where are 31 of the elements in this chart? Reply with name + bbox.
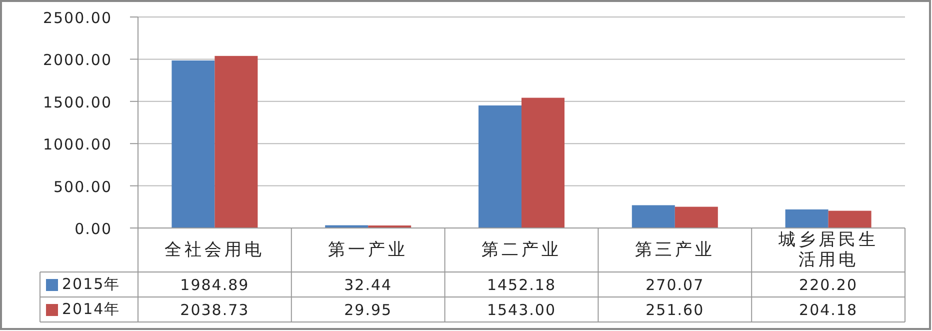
data-label: 251.60 <box>644 300 706 320</box>
y-tick-label: 0.00 <box>74 220 112 238</box>
y-tick-label: 2500.00 <box>42 9 112 27</box>
y-tick-label: 1000.00 <box>42 136 112 154</box>
bar <box>785 209 828 228</box>
bar <box>478 105 522 228</box>
legend-label: 2014年 <box>62 300 120 319</box>
x-tick-label: 第二产业 <box>481 240 562 260</box>
y-tick-label: 1500.00 <box>42 93 112 112</box>
bar <box>172 60 215 228</box>
data-label: 32.44 <box>343 274 394 296</box>
data-label: 1452.18 <box>486 274 557 296</box>
x-tick-label: 全社会用电 <box>164 240 265 260</box>
data-label: 29.95 <box>343 300 394 320</box>
data-label: 204.18 <box>798 300 859 320</box>
bar <box>522 98 564 228</box>
data-label: 1543.00 <box>486 300 557 320</box>
x-tick-label: 第三产业 <box>634 240 715 260</box>
data-label: 1984.89 <box>179 274 250 296</box>
x-tick-label: 城乡居民生活用电 <box>777 230 880 270</box>
legend-label: 2015年 <box>62 275 120 294</box>
bar <box>632 205 675 228</box>
x-tick-label: 第一产业 <box>328 240 408 260</box>
data-label: 220.20 <box>798 274 859 296</box>
bar <box>828 210 872 228</box>
y-tick-label: 500.00 <box>54 178 112 196</box>
data-label: 270.07 <box>644 274 706 296</box>
y-tick-label: 2000.00 <box>42 51 112 70</box>
bar <box>674 206 718 228</box>
data-label: 2038.73 <box>179 300 250 320</box>
bar <box>214 56 258 228</box>
